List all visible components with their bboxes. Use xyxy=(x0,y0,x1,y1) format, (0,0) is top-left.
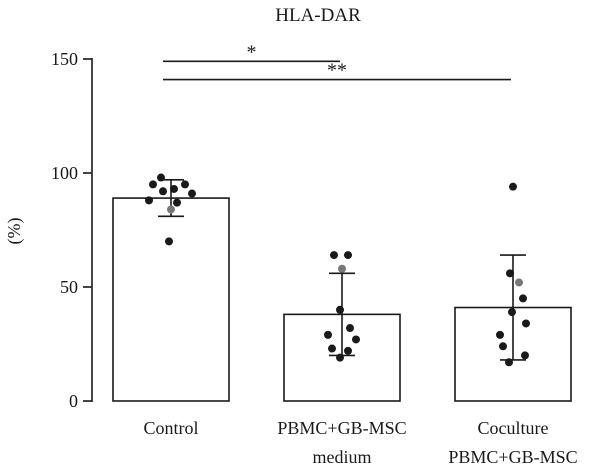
data-point xyxy=(149,180,157,189)
data-point xyxy=(496,330,504,339)
data-point xyxy=(346,324,354,333)
x-tick-label: Coculture xyxy=(478,418,549,438)
data-point xyxy=(499,342,507,351)
y-tick-label: 150 xyxy=(51,49,78,69)
significance-label: * xyxy=(247,41,257,63)
plot-area: 0 50 100 150 Control PBMC+GB-MSC medium Cocultu… xyxy=(51,41,578,467)
x-tick-label: Control xyxy=(143,418,198,438)
y-tick-label: 100 xyxy=(51,163,78,183)
y-axis-label: (%) xyxy=(4,218,25,245)
data-point xyxy=(324,330,332,339)
significance-label: ** xyxy=(327,60,347,82)
data-point xyxy=(145,196,153,205)
data-point xyxy=(522,319,530,328)
data-point xyxy=(519,294,527,303)
data-point xyxy=(165,237,173,246)
data-point xyxy=(344,251,352,260)
bar xyxy=(112,197,230,402)
data-point xyxy=(336,353,344,362)
data-point xyxy=(157,173,165,182)
data-point xyxy=(181,180,189,189)
y-tick-label: 50 xyxy=(60,277,78,297)
data-point xyxy=(344,346,352,355)
data-point xyxy=(170,184,178,193)
data-point xyxy=(352,335,360,344)
x-tick-label: medium xyxy=(313,447,372,467)
data-point xyxy=(508,308,516,317)
data-point xyxy=(159,187,167,196)
data-point xyxy=(506,269,514,278)
data-point xyxy=(188,189,196,198)
data-point xyxy=(336,305,344,314)
data-point xyxy=(505,358,513,367)
data-point xyxy=(167,205,175,214)
x-tick-label: PBMC+GB-MSC xyxy=(448,447,577,467)
chart-title: HLA-DAR xyxy=(275,5,361,26)
data-point xyxy=(338,264,346,273)
data-point xyxy=(328,344,336,353)
y-tick-label: 0 xyxy=(69,391,78,411)
data-point xyxy=(330,251,338,260)
x-tick-label: PBMC+GB-MSC xyxy=(277,418,406,438)
data-point xyxy=(509,182,517,191)
data-point xyxy=(173,198,181,207)
data-point xyxy=(515,278,523,287)
data-point xyxy=(521,351,529,360)
